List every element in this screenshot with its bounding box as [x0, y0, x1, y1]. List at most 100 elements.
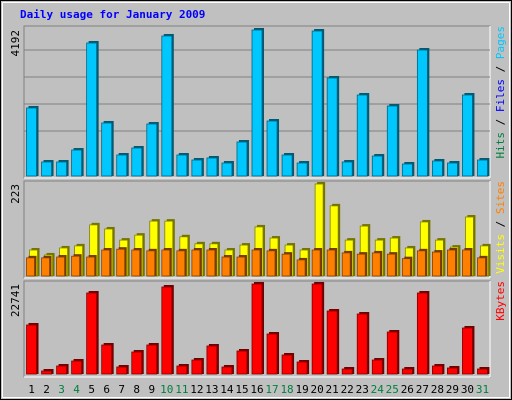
x-tick-label: 30 [461, 383, 474, 396]
bar [101, 122, 113, 177]
bar [311, 249, 321, 277]
bar [386, 105, 398, 177]
bar [416, 292, 428, 375]
bar [296, 162, 308, 177]
bar [131, 351, 143, 375]
bar [146, 250, 156, 277]
bar [146, 344, 158, 375]
legend-entry: / [494, 59, 507, 79]
bar [116, 248, 126, 277]
x-tick-label: 16 [250, 383, 263, 396]
x-tick-label: 1 [28, 383, 35, 396]
bar [56, 256, 65, 277]
bar [326, 77, 338, 177]
bar [266, 250, 276, 277]
x-tick-label: 23 [356, 383, 369, 396]
bar [462, 327, 473, 375]
x-tick-label: 5 [88, 383, 95, 396]
bar [296, 361, 308, 375]
bar [266, 333, 278, 375]
bar [131, 147, 143, 177]
bar [206, 157, 218, 177]
bar [477, 368, 488, 375]
x-tick-label: 15 [235, 383, 248, 396]
y-tick-label: 223 [9, 184, 22, 204]
bar [236, 256, 246, 277]
x-tick-label: 9 [148, 383, 155, 396]
bar [281, 354, 293, 375]
bar [356, 253, 366, 277]
legend-entry: Hits [494, 132, 507, 159]
bar [462, 249, 471, 277]
bar [356, 313, 368, 375]
bar [251, 249, 261, 277]
bar [251, 283, 263, 375]
bar [311, 30, 323, 177]
bar [401, 368, 413, 375]
bar [386, 253, 396, 277]
bar [86, 42, 98, 177]
bar [462, 94, 473, 177]
bar [26, 257, 35, 277]
x-tick-label: 19 [295, 383, 308, 396]
x-tick-label: 12 [190, 383, 203, 396]
bar [431, 365, 443, 375]
bar [191, 359, 203, 375]
bar [101, 344, 113, 375]
bar [26, 107, 37, 177]
x-tick-label: 7 [118, 383, 125, 396]
bar [56, 161, 67, 177]
bar [356, 94, 368, 177]
x-tick-label: 14 [220, 383, 234, 396]
y-tick-label: 22741 [9, 284, 22, 317]
bar [26, 324, 37, 375]
legend-entry: / [494, 112, 507, 132]
legend: KBytes [494, 281, 507, 321]
bar [296, 259, 306, 277]
bar [431, 160, 443, 177]
x-tick-label: 31 [476, 383, 489, 396]
bar [41, 161, 52, 177]
chart-title: Daily usage for January 2009 [20, 8, 205, 21]
bar [71, 149, 83, 177]
x-tick-label: 20 [311, 383, 324, 396]
legend-entry: KBytes [494, 281, 507, 321]
legend: Visits / Sites [494, 181, 507, 274]
bar [341, 161, 353, 177]
legend-entry: Pages [494, 26, 507, 59]
bar [41, 257, 50, 277]
bar [221, 256, 231, 277]
bar [477, 257, 486, 277]
bar [447, 367, 458, 375]
bar [386, 331, 398, 375]
bar [371, 155, 383, 177]
bar [416, 250, 426, 277]
bar [131, 249, 141, 277]
legend-entry: Sites [494, 181, 507, 214]
bar [341, 252, 351, 277]
legend: Hits / Files / Pages [494, 26, 507, 159]
bar [447, 249, 456, 277]
bar [71, 255, 81, 277]
bar [221, 366, 233, 375]
bar [236, 141, 248, 177]
x-tick-label: 10 [160, 383, 173, 396]
bar [116, 154, 128, 177]
bar [56, 365, 67, 375]
bar [191, 249, 201, 277]
bar [176, 250, 186, 277]
x-tick-label: 4 [73, 383, 80, 396]
bar [431, 251, 441, 277]
bar [176, 154, 188, 177]
x-tick-label: 25 [386, 383, 399, 396]
bar [86, 256, 96, 277]
x-tick-label: 13 [205, 383, 218, 396]
bar [311, 283, 323, 375]
bar [161, 35, 173, 177]
bar [86, 292, 98, 375]
x-tick-label: 27 [416, 383, 429, 396]
bar [401, 258, 411, 277]
legend-entry: Visits [494, 234, 507, 274]
